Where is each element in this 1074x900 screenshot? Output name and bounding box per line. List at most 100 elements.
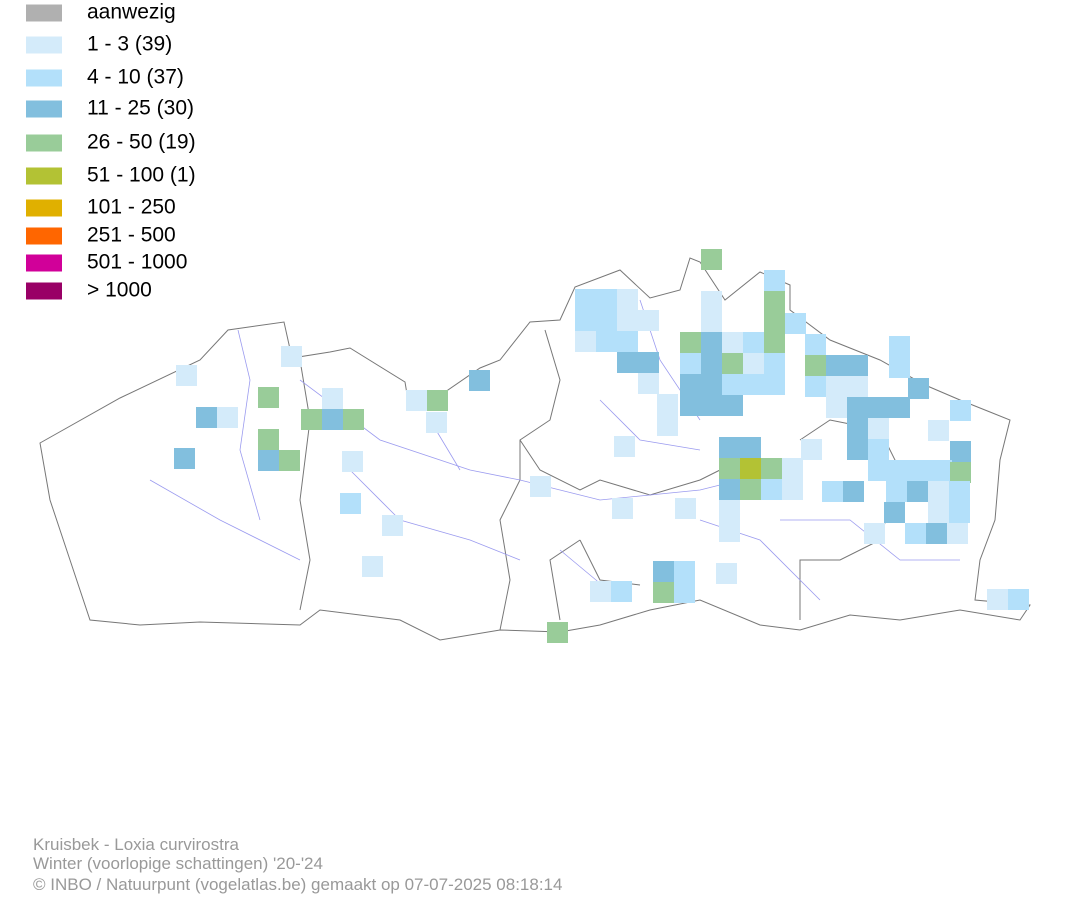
grid-cell <box>547 622 568 643</box>
grid-cell <box>805 376 826 397</box>
grid-cell <box>889 336 910 357</box>
grid-cell <box>847 439 868 460</box>
grid-cell <box>675 498 696 519</box>
grid-cell <box>949 502 970 523</box>
legend-swatch <box>26 254 62 272</box>
grid-cell <box>782 458 803 479</box>
legend-label: 11 - 25 (30) <box>87 97 194 120</box>
legend-label: > 1000 <box>87 279 152 302</box>
grid-cell <box>638 352 659 373</box>
grid-cell <box>740 437 761 458</box>
footer-line: © INBO / Natuurpunt (vogelatlas.be) gema… <box>33 875 562 894</box>
grid-cell <box>905 523 926 544</box>
grid-cell <box>868 439 889 460</box>
grid-cell <box>889 397 910 418</box>
grid-cell <box>847 418 868 439</box>
grid-cell <box>575 331 596 352</box>
grid-cell <box>761 479 782 500</box>
grid-cell <box>674 582 695 603</box>
grid-cell <box>322 409 343 430</box>
legend-swatch <box>26 227 62 245</box>
grid-cell <box>801 439 822 460</box>
grid-cell <box>889 460 910 481</box>
grid-cell <box>805 355 826 376</box>
grid-cell <box>740 458 761 479</box>
grid-cell <box>701 291 722 312</box>
grid-cell <box>657 394 678 415</box>
legend-label: 501 - 1000 <box>87 251 187 274</box>
grid-cell <box>258 387 279 408</box>
grid-cell <box>279 450 300 471</box>
grid-cell <box>281 346 302 367</box>
legend-label: 1 - 3 (39) <box>87 33 172 56</box>
legend-label: aanwezig <box>87 1 176 24</box>
legend-label: 4 - 10 (37) <box>87 66 184 89</box>
grid-cell <box>826 355 847 376</box>
grid-cell <box>928 481 949 502</box>
grid-cell <box>886 481 907 502</box>
grid-cell <box>258 429 279 450</box>
grid-cell <box>719 458 740 479</box>
grid-cell <box>847 397 868 418</box>
grid-cell <box>342 451 363 472</box>
grid-cell <box>590 581 611 602</box>
legend-swatch <box>26 134 62 152</box>
grid-cell <box>362 556 383 577</box>
grid-cell <box>426 412 447 433</box>
grid-cell <box>176 365 197 386</box>
grid-cell <box>764 291 785 312</box>
grid-cell <box>343 409 364 430</box>
grid-cell <box>719 437 740 458</box>
grid-cell <box>950 462 971 483</box>
grid-cell <box>805 334 826 355</box>
grid-cell <box>949 481 970 502</box>
grid-cell <box>822 481 843 502</box>
grid-cell <box>884 502 905 523</box>
grid-cell <box>764 312 785 333</box>
grid-cell <box>868 397 889 418</box>
grid-cell <box>575 289 596 310</box>
legend-swatch <box>26 167 62 185</box>
grid-cell <box>680 374 701 395</box>
grid-cell <box>612 498 633 519</box>
grid-cell <box>826 376 847 397</box>
grid-cell <box>764 333 785 354</box>
grid-cell <box>908 378 929 399</box>
grid-cell <box>868 418 889 439</box>
grid-cell <box>406 390 427 411</box>
grid-cell <box>596 289 617 310</box>
grid-cell <box>596 310 617 331</box>
grid-cell <box>910 460 931 481</box>
grid-cell <box>638 373 659 394</box>
legend-swatch <box>26 4 62 22</box>
grid-cell <box>782 479 803 500</box>
grid-cell <box>950 400 971 421</box>
grid-cell <box>701 395 722 416</box>
legend-label: 251 - 500 <box>87 224 176 247</box>
grid-cell <box>1008 589 1029 610</box>
grid-cell <box>382 515 403 536</box>
grid-cell <box>907 481 928 502</box>
legend-label: 26 - 50 (19) <box>87 131 196 154</box>
grid-cell <box>196 407 217 428</box>
grid-cell <box>575 310 596 331</box>
grid-cell <box>926 523 947 544</box>
grid-cell <box>719 521 740 542</box>
footer-line: Winter (voorlopige schattingen) '20-'24 <box>33 854 323 873</box>
grid-cell <box>743 374 764 395</box>
grid-cell <box>743 332 764 353</box>
legend-label: 101 - 250 <box>87 196 176 219</box>
grid-cell <box>701 374 722 395</box>
grid-cell <box>322 388 343 409</box>
grid-cell <box>258 450 279 471</box>
footer-line: Kruisbek - Loxia curvirostra <box>33 835 240 854</box>
grid-cell <box>657 415 678 436</box>
grid-cell <box>950 441 971 462</box>
grid-cell <box>427 390 448 411</box>
legend: aanwezig 1 - 3 (39) 4 - 10 (37) 11 - 25 (30… <box>26 1 196 302</box>
legend-swatch <box>26 282 62 300</box>
grid-cell <box>701 332 722 353</box>
grid-cell <box>716 563 737 584</box>
grid-cell <box>764 270 785 291</box>
